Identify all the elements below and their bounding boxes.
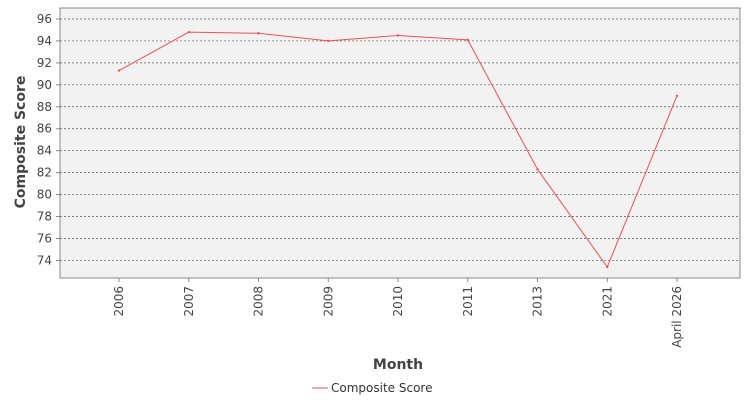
x-tick-label: 2009	[321, 286, 335, 317]
data-point	[466, 38, 469, 42]
y-tick-label: 94	[37, 34, 52, 48]
x-tick-label: 2006	[112, 286, 126, 317]
legend: Composite Score	[312, 381, 432, 395]
y-tick-label: 90	[37, 78, 52, 92]
x-tick-label: 2007	[182, 286, 196, 317]
y-tick-label: 80	[37, 188, 52, 202]
y-tick-label: 76	[37, 231, 52, 245]
series-group	[117, 30, 679, 269]
y-tick-label: 82	[37, 166, 52, 180]
y-tick-label: 78	[37, 210, 52, 224]
data-point	[606, 265, 609, 269]
x-tick-label: April 2026	[670, 286, 684, 348]
y-tick-label: 86	[37, 122, 52, 136]
plot-area	[59, 7, 741, 279]
x-tick-label: 2011	[461, 286, 475, 317]
data-point	[257, 32, 260, 35]
y-tick-label: 88	[37, 100, 52, 114]
grid-lines	[60, 18, 740, 261]
y-axis: 74 76 78 80 82 84 86 88 90 92 94 96	[37, 12, 60, 267]
x-tick-label: 2013	[531, 286, 545, 317]
x-tick-label: 2010	[391, 286, 405, 317]
data-point	[675, 94, 679, 98]
data-point	[536, 168, 539, 171]
legend-label: Composite Score	[331, 381, 432, 395]
x-tick-label: 2021	[600, 286, 614, 317]
y-tick-label: 92	[37, 56, 52, 70]
x-tick-label: 2008	[252, 286, 266, 317]
y-tick-label: 74	[37, 253, 52, 267]
data-point	[117, 69, 121, 72]
y-tick-label: 96	[37, 12, 52, 26]
x-axis-title: Month	[373, 357, 423, 373]
y-tick-label: 84	[37, 144, 52, 158]
x-axis: 2006 2007 2008 2009 2010 2011 2013 2021 April 20…	[112, 278, 684, 348]
data-point	[187, 30, 190, 34]
data-point	[327, 39, 330, 43]
data-point	[396, 34, 400, 37]
y-axis-title: Composite Score	[13, 76, 29, 209]
